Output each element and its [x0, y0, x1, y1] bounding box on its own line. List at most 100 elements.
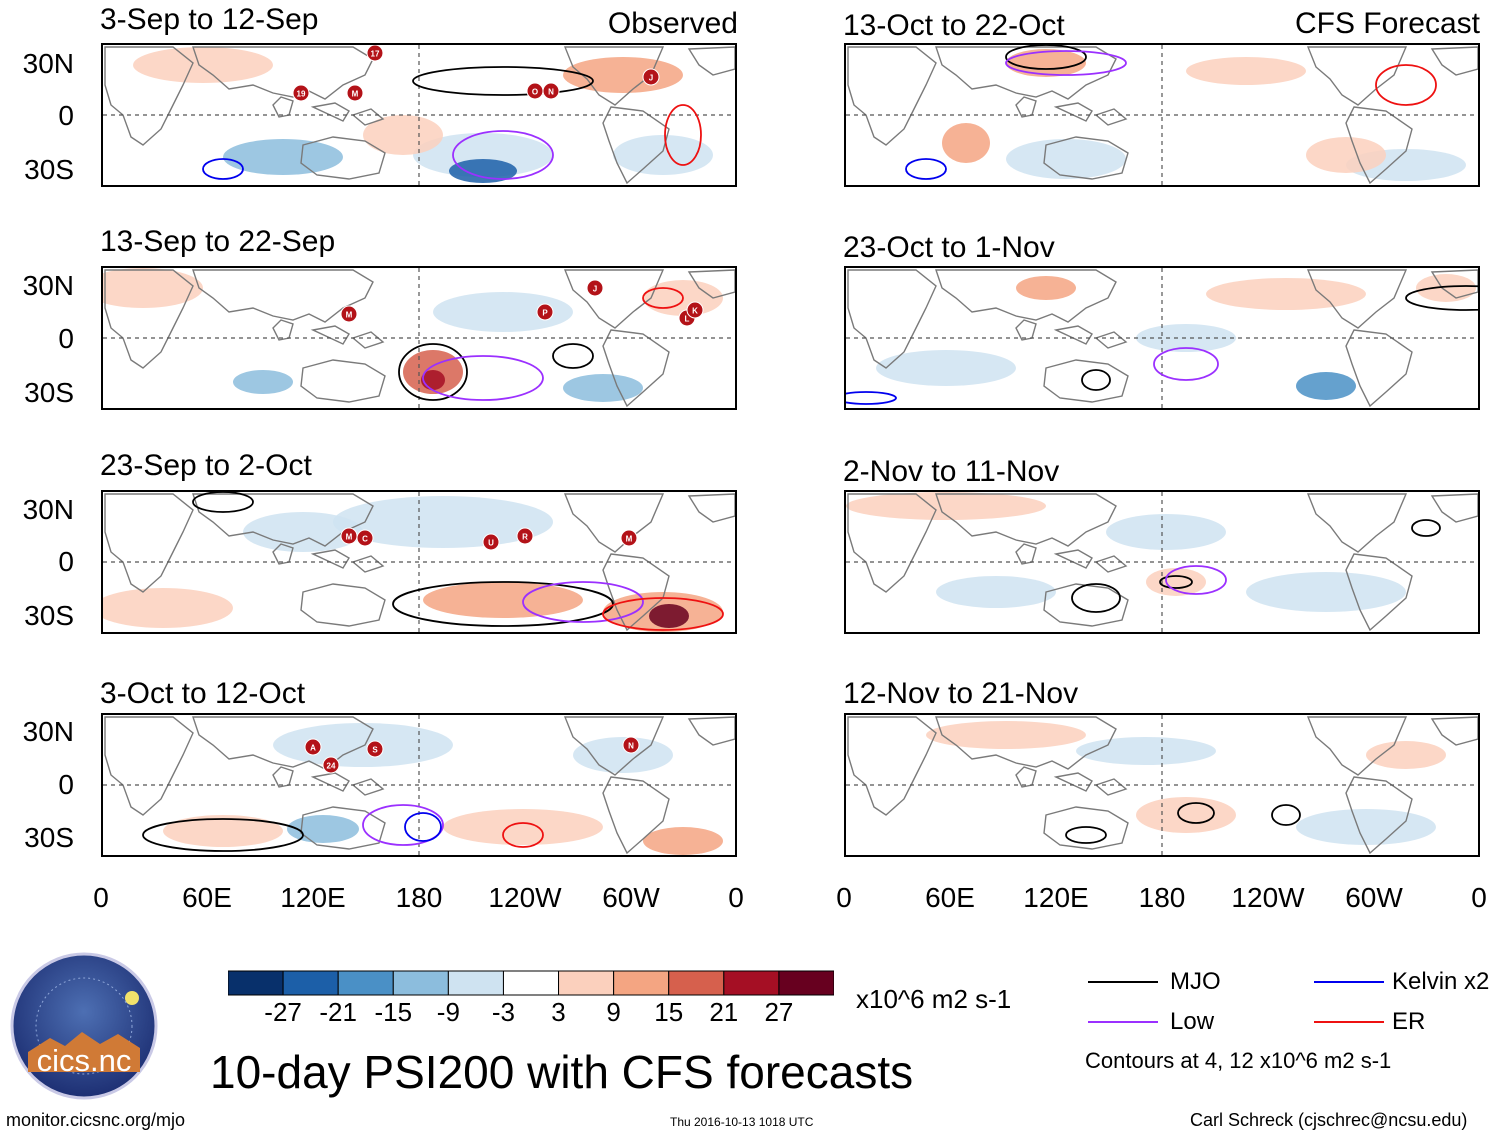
anomaly-shading — [1246, 572, 1406, 612]
lat-label: 0 — [58, 100, 74, 131]
anomaly-shading — [936, 576, 1056, 608]
mjo-contour — [1405, 285, 1478, 311]
legend-kelvin: Kelvin x2 — [1392, 968, 1490, 995]
anomaly-shading — [1136, 797, 1236, 833]
storm-marker — [356, 529, 374, 547]
storm-marker-label: M — [626, 535, 633, 544]
lat-label: 30N — [22, 716, 74, 747]
legend-contours-note: Contours at 4, 12 x10^6 m2 s-1 — [1085, 1048, 1392, 1073]
anomaly-shading — [449, 159, 517, 183]
coastline — [935, 716, 1117, 770]
coastline — [300, 359, 386, 403]
coastline — [300, 583, 386, 627]
storm-marker-label: N — [548, 88, 554, 97]
coastline — [310, 772, 385, 796]
low-contour — [522, 581, 644, 623]
colorbar-bin — [558, 970, 615, 996]
map-panel-forecast-2 — [844, 266, 1480, 410]
colorbar-tick-label: 21 — [709, 997, 739, 1027]
map-panel-observed-4: A 24 S N — [101, 713, 737, 857]
anomaly-shading — [1186, 57, 1306, 85]
coastline — [192, 716, 374, 770]
colorbar-tick-label: -27 — [264, 997, 302, 1027]
coastline — [847, 493, 937, 593]
colorbar-tick-label: 15 — [654, 997, 684, 1027]
coastline — [192, 493, 374, 547]
coastline — [687, 46, 735, 76]
coastline — [1430, 46, 1478, 76]
lon-label: 60W — [602, 882, 660, 913]
panel-title: 23-Sep to 2-Oct — [100, 449, 312, 482]
lon-label: 0 — [836, 882, 852, 913]
storm-marker-label: 17 — [371, 50, 380, 59]
coastline — [1345, 776, 1413, 855]
colorbar-tick-label: 3 — [551, 997, 566, 1027]
storm-marker — [536, 303, 554, 321]
anomaly-shading — [1296, 372, 1356, 400]
coastline — [310, 549, 385, 573]
anomaly-shading — [333, 496, 553, 548]
kelvin-contour — [404, 812, 442, 842]
storm-marker-label: U — [488, 539, 494, 548]
anomaly-shading — [1366, 741, 1446, 769]
coastline — [104, 716, 194, 816]
panel-title: 3-Oct to 12-Oct — [100, 677, 306, 710]
lat-label: 30N — [22, 494, 74, 525]
coastline — [602, 776, 670, 855]
er-contour — [602, 597, 724, 631]
footer-timestamp: Thu 2016-10-13 1018 UTC — [670, 1115, 814, 1129]
coastline — [104, 493, 194, 593]
storm-marker — [292, 84, 310, 102]
storm-marker — [586, 279, 604, 297]
lat-label: 30N — [22, 270, 74, 301]
er-contour — [1375, 64, 1437, 106]
mjo-contour — [552, 343, 594, 369]
coastline — [272, 543, 294, 565]
storm-marker — [340, 305, 358, 323]
map-panel-forecast-1 — [844, 43, 1480, 187]
coastline — [272, 766, 294, 788]
storm-marker — [366, 740, 384, 758]
coastline — [1345, 329, 1413, 408]
coastline — [1053, 102, 1128, 126]
panel-title: 3-Sep to 12-Sep — [100, 3, 319, 36]
coastline — [602, 106, 670, 185]
anomaly-shading — [942, 123, 990, 163]
mjo-contour — [398, 343, 468, 401]
colorbar-bin — [282, 970, 339, 996]
colorbar-tick-label: -9 — [436, 997, 460, 1027]
anomaly-shading — [1016, 276, 1076, 300]
colorbar-bin — [337, 970, 394, 996]
cics-logo: cics.nc — [10, 952, 158, 1100]
storm-marker-label: M — [346, 533, 353, 542]
storm-marker-label: 19 — [297, 90, 306, 99]
coastline — [847, 46, 937, 146]
lon-label: 180 — [1138, 882, 1186, 913]
colorbar-units: x10^6 m2 s-1 — [856, 984, 1012, 1014]
storm-marker — [642, 68, 660, 86]
kelvin-contour — [846, 391, 897, 405]
main-title: 10-day PSI200 with CFS forecasts — [210, 1046, 914, 1098]
colorbar-tick-label: -3 — [491, 997, 516, 1027]
lon-label: 0 — [728, 882, 744, 913]
map-panel-observed-1: 17 19 M O N J — [101, 43, 737, 187]
anomaly-shading — [103, 588, 233, 628]
footer-url: monitor.cicsnc.org/mjo — [6, 1110, 186, 1130]
coastline — [563, 46, 665, 106]
er-contour — [642, 287, 684, 309]
storm-marker-label: M — [346, 311, 353, 320]
anomaly-shading — [1076, 737, 1216, 765]
observed-label: Observed — [607, 7, 738, 40]
lon-label: 120W — [488, 882, 562, 913]
mjo-contour — [392, 581, 614, 627]
lat-label: 30S — [24, 154, 74, 185]
anomaly-shading — [926, 721, 1086, 749]
coastline — [847, 269, 937, 369]
storm-marker-label: M — [352, 90, 359, 99]
map-canvas: A 24 S N — [103, 715, 735, 855]
coastline — [1306, 46, 1408, 106]
colorbar-bin — [502, 970, 560, 996]
kelvin-contour — [202, 158, 244, 180]
lon-label: 60W — [1345, 882, 1403, 913]
forecast-label: CFS Forecast — [1294, 7, 1480, 40]
